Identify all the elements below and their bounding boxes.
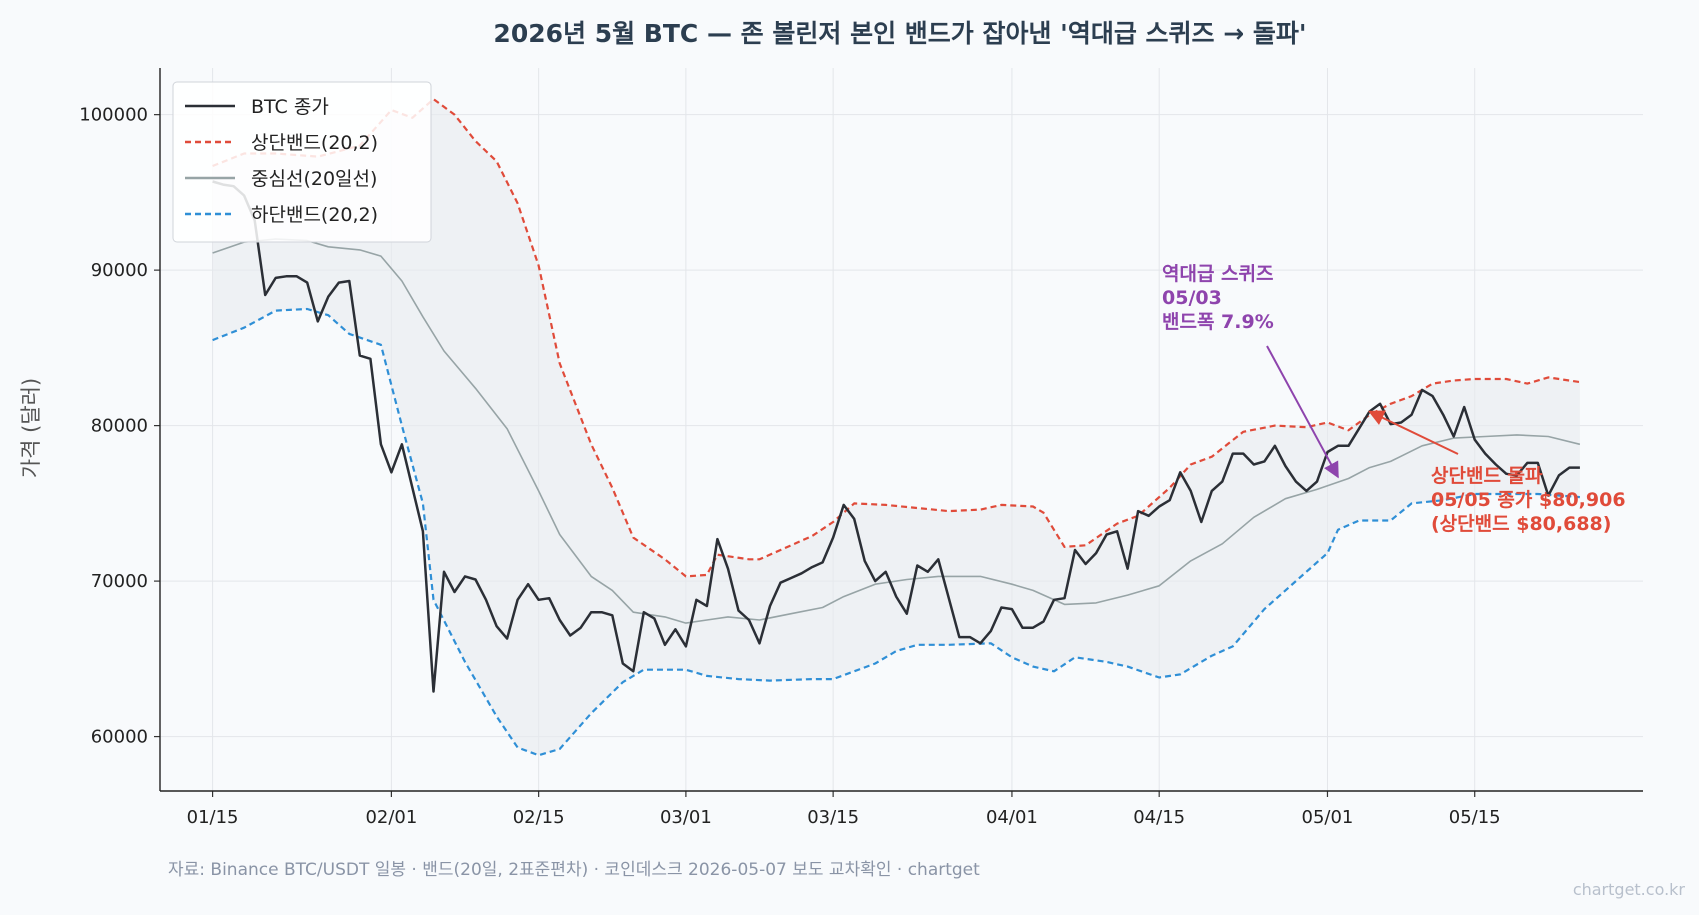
breakout-arrow	[1368, 410, 1459, 455]
x-tick-label: 02/15	[513, 807, 565, 828]
x-tick-label: 02/01	[365, 807, 417, 828]
chart-title: 2026년 5월 BTC — 존 볼린저 본인 밴드가 잡아낸 '역대급 스퀴즈…	[493, 19, 1306, 48]
squeeze-annotation-text: 역대급 스퀴즈	[1162, 263, 1274, 285]
breakout-annotation-text: (상단밴드 $80,688)	[1431, 513, 1611, 535]
band-area	[212, 99, 1580, 756]
watermark: chartget.co.kr	[1573, 880, 1686, 899]
legend-label: 하단밴드(20,2)	[251, 204, 378, 226]
lower-band-line	[212, 307, 1580, 757]
squeeze-annotation-text: 밴드폭 7.9%	[1162, 311, 1274, 333]
legend-box	[172, 81, 432, 243]
legend-label: 중심선(20일선)	[251, 168, 377, 190]
axes: 01/15 02/01 02/15 03/01 03/15 04/01 04/15 05/01…	[79, 68, 1643, 828]
x-tick-label: 04/01	[986, 807, 1038, 828]
legend-label: BTC 종가	[251, 96, 329, 118]
y-tick-label: 100000	[79, 105, 148, 126]
middle-line	[212, 238, 1581, 624]
breakout-annotation-text: 상단밴드 돌파	[1431, 465, 1543, 487]
y-tick-label: 70000	[91, 571, 148, 592]
x-tick-label: 05/01	[1302, 807, 1354, 828]
y-tick-label: 60000	[91, 727, 148, 748]
squeeze-annotation-text: 05/03	[1162, 287, 1222, 309]
y-tick-label: 80000	[91, 416, 148, 437]
x-tick-label: 01/15	[187, 807, 239, 828]
legend-label: 상단밴드(20,2)	[251, 132, 378, 154]
x-tick-label: 03/01	[660, 807, 712, 828]
x-tick-label: 05/15	[1449, 807, 1501, 828]
squeeze-arrow	[1266, 345, 1339, 479]
x-tick-label: 03/15	[807, 807, 859, 828]
footer-source: 자료: Binance BTC/USDT 일봉 · 밴드(20일, 2표준편차)…	[168, 860, 980, 880]
breakout-annotation-text: 05/05 종가 $80,906	[1431, 489, 1626, 511]
band-fill	[212, 99, 1580, 756]
close-line	[212, 180, 1580, 693]
series-layer	[212, 97, 1581, 757]
y-tick-label: 90000	[91, 260, 148, 281]
x-tick-label: 04/15	[1133, 807, 1185, 828]
y-axis-label: 가격 (달러)	[19, 378, 43, 478]
